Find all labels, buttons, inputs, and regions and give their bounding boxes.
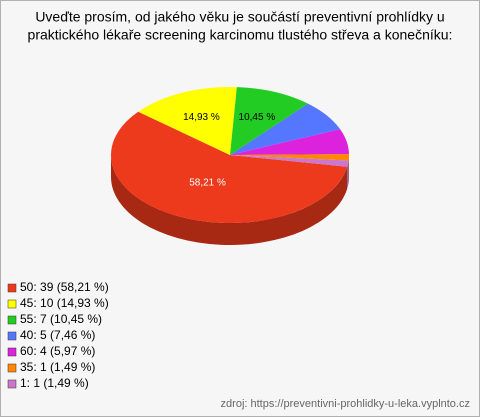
slice	[230, 103, 341, 155]
legend-swatch	[7, 347, 17, 357]
slice	[230, 87, 308, 155]
legend-label: 35: 1 (1,49 %)	[20, 360, 95, 374]
data-label: 10,45 %	[239, 112, 276, 123]
legend-swatch	[7, 283, 17, 293]
slice	[110, 111, 348, 224]
legend-label: 50: 39 (58,21 %)	[20, 280, 109, 294]
source: zdroj: https://preventivni-prohlidky-u-l…	[221, 398, 470, 410]
legend-swatch	[7, 379, 17, 389]
legend-swatch	[7, 299, 17, 309]
slice-side	[347, 160, 349, 189]
slice	[138, 87, 237, 155]
slice	[230, 155, 349, 167]
legend-label: 1: 1 (1,49 %)	[20, 376, 89, 390]
legend-label: 40: 5 (7,46 %)	[20, 328, 95, 342]
data-label: 58,21 %	[189, 177, 226, 188]
legend-label: 45: 10 (14,93 %)	[20, 296, 109, 310]
chart-title: praktického lékaře screening karcinomu t…	[28, 27, 453, 43]
legend-swatch	[7, 363, 17, 373]
slice	[230, 154, 349, 161]
chart-title: Uveďte prosím, od jakého věku je součást…	[35, 9, 444, 25]
slice	[230, 129, 349, 155]
legend-label: 60: 4 (5,97 %)	[20, 344, 95, 358]
data-label: 14,93 %	[183, 112, 220, 123]
legend-swatch	[7, 331, 17, 341]
legend-label: 55: 7 (10,45 %)	[20, 312, 102, 326]
slice-side	[111, 155, 348, 245]
legend-swatch	[7, 315, 17, 325]
